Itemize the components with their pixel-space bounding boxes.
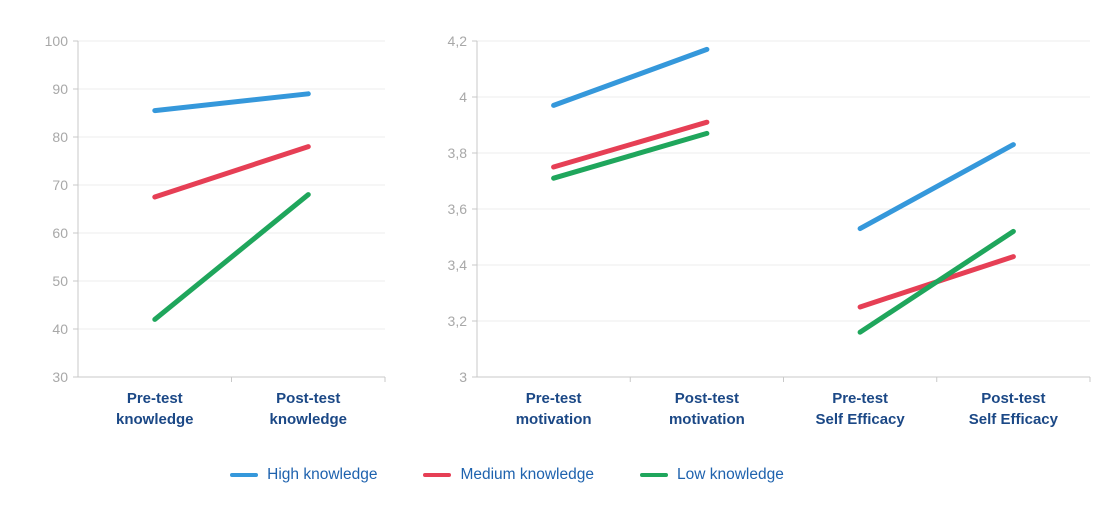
- category-label: knowledge: [269, 411, 347, 428]
- y-tick-label: 30: [52, 369, 68, 385]
- y-tick-label: 3,6: [448, 201, 468, 217]
- legend-item-medium-knowledge[interactable]: Medium knowledge: [423, 466, 594, 484]
- y-axis-tick-labels: 3 3,2 3,4 3,6 3,8 4 4,2: [448, 33, 468, 385]
- y-tick-label: 4,2: [448, 33, 468, 49]
- y-tick-label: 40: [52, 321, 68, 337]
- series-line-low-knowledge: [551, 130, 1016, 335]
- legend-line-swatch-high: [230, 473, 259, 477]
- legend-label-medium: Medium knowledge: [460, 466, 594, 483]
- category-label: Pre-test: [127, 390, 183, 407]
- knowledge-line-chart: 30 40 50 60 70 80 90 100 Pre-test knowledge Post-t…: [45, 33, 386, 428]
- legend-label-low: Low knowledge: [676, 466, 784, 483]
- y-tick-label: 100: [45, 33, 69, 49]
- y-tick-label: 50: [52, 273, 68, 289]
- y-tick-label: 3,2: [448, 313, 468, 329]
- y-tick-label: 3,8: [448, 145, 468, 161]
- category-label: motivation: [669, 411, 745, 428]
- y-tick-label: 3,4: [448, 257, 468, 273]
- axes: [73, 40, 386, 382]
- y-tick-label: 3: [459, 369, 467, 385]
- category-label: Pre-test: [832, 390, 888, 407]
- series-line-medium-knowledge: [152, 144, 311, 200]
- gridlines: [78, 40, 385, 330]
- category-label: motivation: [516, 411, 592, 428]
- series-line-high-knowledge: [551, 46, 1016, 232]
- y-tick-label: 60: [52, 225, 68, 241]
- x-axis-category-labels: Pre-test motivation Post-test motivation Pre…: [516, 390, 1059, 428]
- category-label: Pre-test: [526, 390, 582, 407]
- category-label: Self Efficacy: [969, 411, 1059, 428]
- gridlines: [477, 40, 1090, 322]
- y-tick-label: 70: [52, 177, 68, 193]
- series-line-low-knowledge: [152, 192, 311, 322]
- category-label: Post-test: [981, 390, 1045, 407]
- category-label: knowledge: [116, 411, 194, 428]
- legend-line-swatch-low: [639, 473, 668, 477]
- y-tick-label: 80: [52, 129, 68, 145]
- y-axis-tick-labels: 30 40 50 60 70 80 90 100: [45, 33, 69, 385]
- series-line-high-knowledge: [152, 91, 311, 114]
- y-tick-label: 4: [459, 89, 467, 105]
- y-tick-label: 90: [52, 81, 68, 97]
- category-label: Post-test: [675, 390, 739, 407]
- axes: [472, 40, 1091, 382]
- motivation-self-efficacy-line-chart: 3 3,2 3,4 3,6 3,8 4 4,2 Pre-test motivation Post-…: [448, 33, 1091, 428]
- category-label: Self Efficacy: [816, 411, 906, 428]
- category-label: Post-test: [276, 390, 340, 407]
- chart-legend: High knowledge Medium knowledge Low know…: [0, 466, 1067, 484]
- x-axis-category-labels: Pre-test knowledge Post-test knowledge: [116, 390, 347, 428]
- legend-item-high-knowledge[interactable]: High knowledge: [230, 466, 377, 484]
- legend-label-high: High knowledge: [267, 466, 378, 483]
- legend-item-low-knowledge[interactable]: Low knowledge: [639, 466, 784, 484]
- legend-line-swatch-medium: [423, 473, 452, 477]
